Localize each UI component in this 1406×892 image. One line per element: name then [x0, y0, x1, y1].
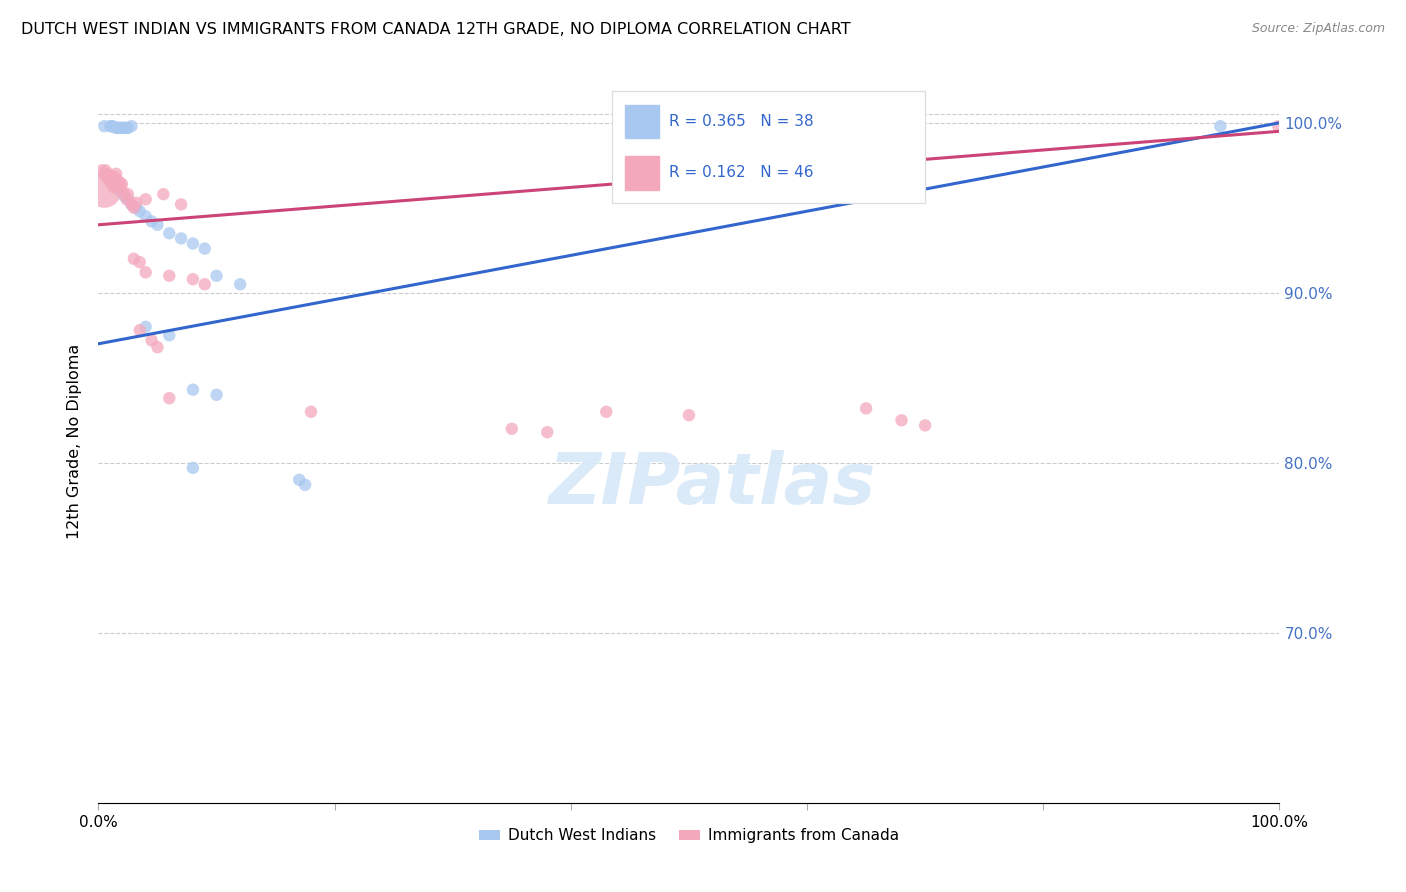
Point	[122, 252, 145, 266]
Point	[98, 119, 121, 133]
Point	[121, 119, 143, 133]
Point	[115, 120, 138, 135]
Point	[146, 218, 169, 232]
Point	[135, 319, 157, 334]
Point	[117, 120, 139, 135]
Point	[1209, 119, 1232, 133]
Point	[122, 201, 145, 215]
Point	[820, 119, 842, 133]
Point	[98, 170, 121, 185]
Point	[135, 192, 157, 206]
Point	[117, 192, 139, 206]
Point	[105, 120, 128, 135]
Text: ZIPatlas: ZIPatlas	[548, 450, 876, 519]
Point	[105, 120, 128, 135]
Point	[100, 119, 122, 133]
Point	[101, 119, 124, 133]
Point	[135, 209, 157, 223]
Point	[111, 120, 134, 135]
Point	[110, 180, 132, 194]
Point	[112, 187, 135, 202]
Point	[111, 177, 134, 191]
Point	[128, 255, 150, 269]
Point	[96, 170, 118, 185]
Point	[890, 413, 912, 427]
Point	[125, 195, 148, 210]
Point	[146, 340, 169, 354]
Point	[107, 180, 129, 194]
Point	[112, 189, 135, 203]
Point	[103, 180, 125, 194]
Point	[194, 242, 217, 256]
Point	[93, 119, 115, 133]
Y-axis label: 12th Grade, No Diploma: 12th Grade, No Diploma	[67, 344, 83, 539]
Point	[93, 167, 115, 181]
Point	[105, 173, 128, 187]
Point	[117, 187, 139, 202]
Point	[100, 170, 122, 185]
Point	[105, 167, 128, 181]
Point	[157, 227, 180, 241]
Point	[229, 277, 252, 292]
Point	[157, 268, 180, 283]
Point	[101, 175, 124, 189]
Point	[157, 391, 180, 405]
Point	[288, 473, 311, 487]
Point	[294, 478, 316, 492]
Point	[141, 214, 163, 228]
Point	[157, 328, 180, 343]
Text: DUTCH WEST INDIAN VS IMMIGRANTS FROM CANADA 12TH GRADE, NO DIPLOMA CORRELATION C: DUTCH WEST INDIAN VS IMMIGRANTS FROM CAN…	[21, 22, 851, 37]
Point	[141, 334, 163, 348]
Point	[170, 231, 193, 245]
Point	[595, 405, 617, 419]
Point	[855, 401, 877, 416]
Point	[914, 418, 936, 433]
Point	[1267, 119, 1289, 133]
Point	[205, 268, 228, 283]
Point	[98, 175, 121, 189]
Point	[108, 175, 131, 189]
Point	[112, 120, 135, 135]
Point	[205, 388, 228, 402]
Point	[108, 120, 131, 135]
Point	[125, 201, 148, 215]
Point	[108, 184, 131, 198]
Point	[501, 422, 523, 436]
Point	[91, 163, 114, 178]
Point	[115, 192, 138, 206]
Point	[536, 425, 558, 440]
Point	[107, 120, 129, 135]
Point	[152, 187, 174, 202]
Point	[299, 405, 322, 419]
Point	[128, 323, 150, 337]
Point	[128, 204, 150, 219]
Point	[112, 120, 135, 135]
Point	[194, 277, 217, 292]
Point	[181, 272, 204, 286]
Point	[104, 170, 127, 185]
Point	[121, 197, 143, 211]
Point	[135, 265, 157, 279]
Point	[97, 167, 120, 181]
Point	[170, 197, 193, 211]
Point	[181, 383, 204, 397]
Point	[181, 236, 204, 251]
Point	[121, 197, 143, 211]
Point	[181, 461, 204, 475]
Legend: Dutch West Indians, Immigrants from Canada: Dutch West Indians, Immigrants from Cana…	[472, 822, 905, 849]
Point	[94, 163, 117, 178]
Point	[678, 408, 700, 422]
Point	[93, 184, 115, 198]
Text: Source: ZipAtlas.com: Source: ZipAtlas.com	[1251, 22, 1385, 36]
